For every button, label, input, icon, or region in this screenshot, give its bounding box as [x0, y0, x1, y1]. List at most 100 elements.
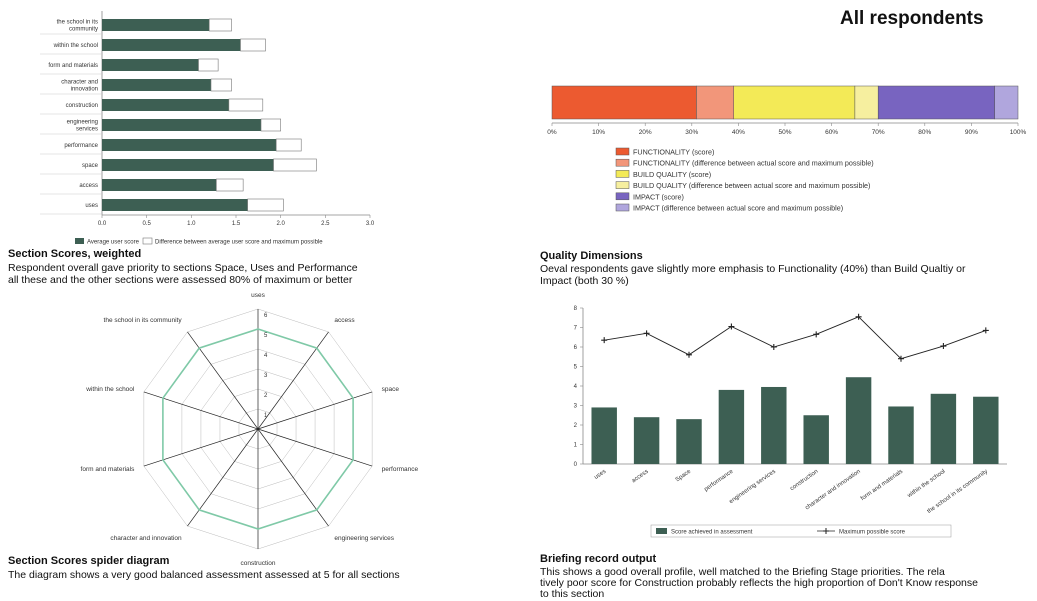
line-point-marker [982, 327, 989, 334]
bar-average-score [102, 99, 229, 111]
radar-category-label: within the school [85, 386, 135, 393]
x-tick-label: 90% [965, 129, 978, 136]
bar-average-score [102, 199, 248, 211]
x-tick-label: 50% [778, 129, 791, 136]
line-point-marker [940, 343, 947, 350]
line-point-marker [813, 331, 820, 338]
section-scores-spider-chart: 1 2 3 4 5 6 uses access space performance engineer… [81, 292, 419, 567]
x-tick-label: 70% [872, 129, 885, 136]
category-label: within the school [53, 43, 98, 49]
radar-tick-label: 6 [264, 313, 268, 319]
x-category-label: form and materials [860, 469, 904, 502]
x-category-label: within the school [906, 469, 947, 500]
section-scores-caption-line-2: all these and the other sections were as… [8, 274, 353, 286]
stack-segment [994, 85, 1019, 120]
x-category-label: Space [675, 468, 693, 483]
stack-segment [877, 85, 995, 120]
legend-label: IMPACT (difference between actual score … [633, 204, 843, 213]
x-category-label: uses [594, 469, 608, 481]
legend-label-max: Maximum possible score [839, 530, 906, 536]
bar-average-score [102, 139, 277, 151]
bar-score [888, 406, 914, 464]
stack-segment [733, 85, 856, 120]
legend-label-score: Score achieved in assessment [671, 530, 753, 536]
bar-difference [216, 178, 244, 192]
y-tick-label: 8 [574, 306, 578, 312]
radar-spoke [187, 428, 259, 527]
bar-difference [273, 158, 317, 172]
bar-score [761, 386, 787, 464]
briefing-caption-line-2: tively poor score for Construction proba… [540, 577, 978, 589]
radar-category-label: space [382, 386, 400, 393]
y-tick-label: 3 [574, 404, 578, 410]
x-category-label: engineering services [728, 469, 777, 505]
x-tick-label: 80% [918, 129, 931, 136]
radar-tick-label: 1 [264, 413, 268, 419]
category-label: space [82, 163, 99, 169]
radar-tick-label: 4 [264, 353, 268, 359]
quality-dimensions-caption-title: Quality Dimensions [540, 250, 643, 262]
legend-swatch [615, 170, 630, 178]
bar-difference [240, 38, 266, 52]
bar-average-score [102, 39, 241, 51]
bar-average-score [102, 59, 199, 71]
radar-category-label: uses [251, 292, 265, 299]
spider-caption-line-1: The diagram shows a very good balanced a… [8, 569, 400, 581]
radar-spoke [187, 331, 259, 430]
category-label: performance [64, 143, 98, 149]
x-tick-label: 1.0 [187, 221, 196, 227]
legend-swatch-average [75, 238, 84, 244]
legend-label: FUNCTIONALITY (score) [633, 148, 714, 157]
briefing-caption-line-3: to this section [540, 588, 605, 600]
bar-difference [247, 198, 284, 212]
legend-swatch-difference [142, 237, 153, 245]
category-label: community [69, 27, 98, 33]
radar-category-label: access [334, 317, 355, 324]
bar-difference [260, 118, 281, 132]
bar-difference [228, 98, 264, 112]
line-point-marker [770, 344, 777, 350]
briefing-record-chart: 0 1 2 3 4 5 6 7 8 uses access Space performanceengin… [574, 306, 1007, 538]
stack-segment [854, 85, 879, 120]
legend-label: IMPACT (score) [633, 192, 684, 201]
bar-average-score [102, 79, 211, 91]
line-max-possible [604, 316, 986, 360]
bar-score [591, 407, 617, 464]
radar-tick-label: 2 [264, 393, 268, 399]
legend-box [650, 524, 952, 538]
x-tick-label: 3.0 [366, 221, 375, 227]
category-label: access [79, 183, 98, 189]
legend-swatch [615, 158, 630, 167]
spider-caption-title: Section Scores spider diagram [8, 555, 170, 567]
radar-series-polygon [162, 328, 354, 530]
y-tick-label: 5 [574, 365, 578, 371]
y-tick-label: 4 [574, 384, 578, 390]
x-tick-label: 30% [685, 129, 698, 136]
bar-score [803, 415, 829, 464]
line-point-marker [601, 337, 608, 344]
x-tick-label: 20% [639, 129, 652, 136]
legend-swatch [615, 203, 630, 212]
radar-category-label: performance [382, 466, 419, 473]
line-point-marker [855, 313, 862, 320]
bar-score [845, 377, 872, 464]
bar-difference [198, 58, 219, 72]
category-label: construction [66, 103, 98, 109]
bar-score [633, 417, 660, 464]
x-category-label: construction [789, 469, 819, 492]
bar-difference [210, 78, 232, 92]
radar-spoke [257, 331, 329, 430]
y-tick-label: 2 [574, 423, 578, 429]
bar-score [718, 389, 745, 464]
legend-swatch [615, 147, 630, 156]
legend-swatch [615, 181, 630, 189]
quality-dimensions-caption-line-2: Impact (both 30 %) [540, 275, 629, 287]
radar-category-label: character and innovation [110, 535, 182, 542]
briefing-caption-title: Briefing record output [540, 553, 657, 565]
x-tick-label: 0.5 [142, 221, 151, 227]
category-label: engineering [67, 120, 98, 126]
x-tick-label: 60% [825, 129, 838, 136]
radar-tick-label: 5 [264, 333, 268, 339]
legend-swatch-score [656, 528, 667, 534]
x-tick-label: 10% [592, 129, 605, 136]
